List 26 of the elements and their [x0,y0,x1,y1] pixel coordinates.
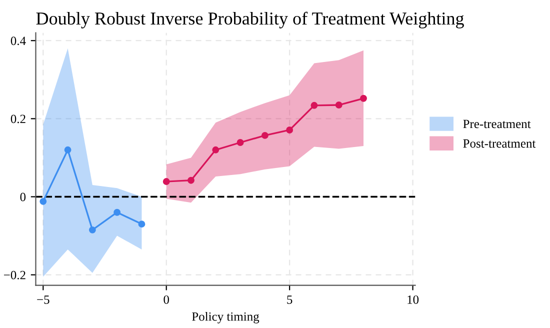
chart-title: Doubly Robust Inverse Probability of Treatment Weighting [36,12,464,28]
point [236,139,244,146]
point [40,198,47,205]
point [261,132,268,139]
x-tick-label: 10 [408,295,419,304]
point [88,226,96,234]
y-tick-label: 0 [20,192,26,202]
legend-label: Post-treatment [463,139,536,148]
point [335,102,342,108]
point [188,176,194,184]
x-axis-title: Policy timing [192,312,260,324]
point [286,126,294,134]
point [162,178,170,185]
point [310,102,318,109]
y-tick-label: −0.2 [4,270,26,280]
y-tick-label: 0.2 [10,114,26,124]
point [212,146,220,154]
x-tick-label: 5 [287,296,292,304]
x-tick-label: −5 [37,296,50,304]
point [138,220,146,228]
point [114,208,121,216]
y-tick-label: 0.4 [10,36,26,46]
point [360,94,367,102]
x-tick-label: 0 [164,295,170,304]
point [64,146,72,154]
legend-label: Pre-treatment [463,120,531,128]
